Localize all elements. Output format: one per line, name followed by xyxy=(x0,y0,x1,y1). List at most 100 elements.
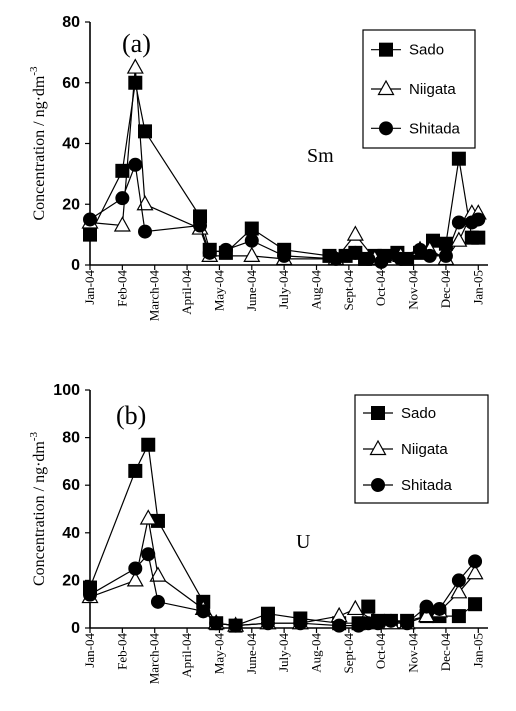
data-point-niigata xyxy=(346,599,364,616)
series-line-shitada xyxy=(89,552,476,627)
x-tick-label: Jan-05 xyxy=(470,633,485,668)
y-tick-label: 40 xyxy=(62,136,80,153)
data-point-niigata xyxy=(139,509,157,525)
x-tick-label: May-04 xyxy=(211,270,226,312)
data-point-niigata xyxy=(450,583,468,599)
x-tick-label: Dec-04 xyxy=(438,633,453,672)
data-point-shitada xyxy=(432,601,447,616)
panel-label: (b) xyxy=(116,401,146,430)
x-tick-label: July-04 xyxy=(276,633,291,673)
legend-label-niigata: Niigata xyxy=(409,81,456,98)
chart-panel-a: 0 20 40 60 80 Jan-04 Feb-04 March-04 April-04 May… xyxy=(28,14,488,321)
data-point-sado xyxy=(83,227,97,242)
data-point-niigata xyxy=(346,225,364,241)
legend-label-sado: Sado xyxy=(409,42,444,59)
x-tick-label: April-04 xyxy=(179,270,194,315)
y-tick-label: 80 xyxy=(62,14,80,31)
y-tick-label: 0 xyxy=(71,620,80,637)
data-point-shitada xyxy=(83,587,97,602)
x-tick-label: Nov-04 xyxy=(406,270,421,310)
legend-marker-shitada xyxy=(379,121,393,136)
chart-panel-b: 0 20 40 60 80 100 Jan-04 Feb-04 March-04 April-04… xyxy=(28,382,489,685)
legend-marker-sado xyxy=(379,42,393,57)
y-axis-label: Concentration / ng·dm-3 xyxy=(28,66,48,221)
data-point-niigata xyxy=(243,246,261,262)
data-point-shitada xyxy=(361,251,376,266)
x-tick-label: Aug-04 xyxy=(309,270,324,310)
data-point-shitada xyxy=(383,613,398,628)
data-point-shitada xyxy=(332,618,347,633)
x-tick-label: Nov-04 xyxy=(406,633,421,673)
y-axis-label-superscript: -3 xyxy=(28,431,40,441)
x-tick-label: Dec-04 xyxy=(438,270,453,309)
data-point-niigata xyxy=(126,571,144,587)
data-point-shitada xyxy=(451,215,466,230)
legend-marker-sado xyxy=(371,406,385,420)
data-point-shitada xyxy=(393,251,408,266)
data-point-shitada xyxy=(471,212,486,227)
series-shitada xyxy=(83,547,483,633)
legend-label-shitada: Shitada xyxy=(401,477,453,494)
x-tick-label: March-04 xyxy=(147,270,162,322)
panel-label: (a) xyxy=(122,29,151,58)
data-point-shitada xyxy=(228,618,243,633)
data-point-sado xyxy=(128,463,143,478)
legend-marker-niigata xyxy=(369,439,387,456)
y-tick-label: 60 xyxy=(62,75,80,92)
data-point-niigata xyxy=(126,58,144,74)
y-tick-label: 20 xyxy=(62,196,80,213)
y-axis-label-text: Concentration / ng·dm xyxy=(31,75,48,220)
data-point-shitada xyxy=(218,242,233,257)
data-point-sado xyxy=(451,609,466,624)
legend-label-niigata: Niigata xyxy=(401,441,448,458)
data-point-shitada xyxy=(260,616,275,631)
x-tick-label: Jan-05 xyxy=(470,270,485,305)
data-point-shitada xyxy=(196,604,211,619)
series-shitada xyxy=(83,157,486,269)
data-point-shitada xyxy=(400,616,415,631)
data-point-shitada xyxy=(468,554,483,569)
data-point-shitada xyxy=(422,248,437,263)
data-point-sado xyxy=(468,597,483,612)
data-point-shitada xyxy=(244,233,259,248)
y-tick-label: 40 xyxy=(62,525,80,542)
data-point-sado xyxy=(471,230,486,245)
y-tick-label: 80 xyxy=(62,430,80,447)
data-point-sado xyxy=(244,221,259,236)
x-tick-label: Aug-04 xyxy=(309,633,324,673)
y-tick-label: 60 xyxy=(62,477,80,494)
data-point-sado xyxy=(128,75,143,90)
data-point-shitada xyxy=(370,616,385,631)
element-label: Sm xyxy=(307,145,334,167)
data-point-niigata xyxy=(113,216,131,232)
x-tick-label: April-04 xyxy=(179,633,194,678)
legend-label-sado: Sado xyxy=(401,405,436,422)
data-point-shitada xyxy=(451,573,466,588)
x-tick-label: June-04 xyxy=(244,633,259,675)
legend-marker-shitada xyxy=(371,478,385,492)
data-point-shitada xyxy=(328,251,343,266)
y-axis-label: Concentration / ng·dm-3 xyxy=(28,431,48,586)
data-point-shitada xyxy=(128,157,143,172)
data-point-sado xyxy=(138,124,153,139)
data-point-shitada xyxy=(202,245,217,260)
data-point-shitada xyxy=(293,616,308,631)
data-point-niigata xyxy=(418,606,436,623)
data-point-niigata xyxy=(450,231,468,247)
data-point-shitada xyxy=(150,594,165,609)
x-tick-label: March-04 xyxy=(147,633,162,685)
legend-label-shitada: Shitada xyxy=(409,120,461,137)
data-point-shitada xyxy=(438,248,453,263)
data-point-shitada xyxy=(83,212,97,227)
data-point-niigata xyxy=(466,564,484,580)
legend: Sado Niigata Shitada xyxy=(362,29,476,149)
data-point-shitada xyxy=(115,191,130,206)
data-point-sado xyxy=(141,437,156,452)
x-tick-label: Sept-04 xyxy=(341,633,356,674)
data-point-shitada xyxy=(138,224,153,239)
y-axis-label-superscript: -3 xyxy=(28,66,40,76)
data-point-sado xyxy=(361,599,376,614)
data-point-shitada xyxy=(419,599,434,614)
data-point-sado xyxy=(451,151,466,166)
